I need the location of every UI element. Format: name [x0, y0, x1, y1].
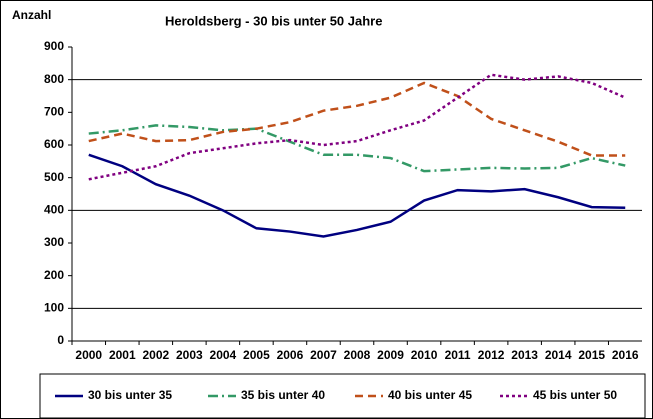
legend-label: 45 bis unter 50	[533, 388, 617, 402]
x-tick-label: 2015	[578, 348, 605, 362]
y-tick-label: 200	[44, 268, 64, 282]
x-tick-label: 2002	[142, 348, 169, 362]
x-tick-label: 2006	[277, 348, 304, 362]
x-tick-label: 2008	[344, 348, 371, 362]
x-tick-label: 2013	[511, 348, 538, 362]
series-line	[88, 124, 626, 173]
x-tick-label: 2014	[545, 348, 572, 362]
y-tick-label: 900	[44, 39, 64, 53]
x-tick-label: 2000	[75, 348, 102, 362]
y-tick-label: 500	[44, 170, 64, 184]
y-tick-label: 700	[44, 105, 64, 119]
x-tick-label: 2012	[478, 348, 505, 362]
chart-title: Heroldsberg - 30 bis unter 50 Jahre	[165, 13, 382, 28]
series-line	[88, 81, 626, 157]
legend-label: 40 bis unter 45	[388, 388, 472, 402]
y-tick-label: 600	[44, 137, 64, 151]
y-tick-label: 0	[57, 333, 64, 347]
series-line	[88, 73, 626, 181]
legend-label: 35 bis unter 40	[241, 388, 325, 402]
legend-box	[39, 373, 646, 419]
y-tick-label: 800	[44, 72, 64, 86]
x-tick-label: 2010	[411, 348, 438, 362]
x-tick-label: 2004	[210, 348, 237, 362]
y-tick-label: 400	[44, 203, 64, 217]
legend-label: 30 bis unter 35	[88, 388, 172, 402]
x-tick-label: 2007	[310, 348, 337, 362]
x-tick-label: 2005	[243, 348, 270, 362]
series-line	[88, 153, 626, 238]
x-tick-label: 2003	[176, 348, 203, 362]
x-tick-label: 2011	[445, 348, 471, 362]
y-tick-label: 300	[44, 235, 64, 249]
x-tick-label: 2001	[109, 348, 136, 362]
y-axis-label: Anzahl	[12, 8, 51, 22]
x-tick-label: 2009	[377, 348, 404, 362]
y-tick-label: 100	[44, 301, 64, 315]
x-tick-label: 2016	[612, 348, 639, 362]
